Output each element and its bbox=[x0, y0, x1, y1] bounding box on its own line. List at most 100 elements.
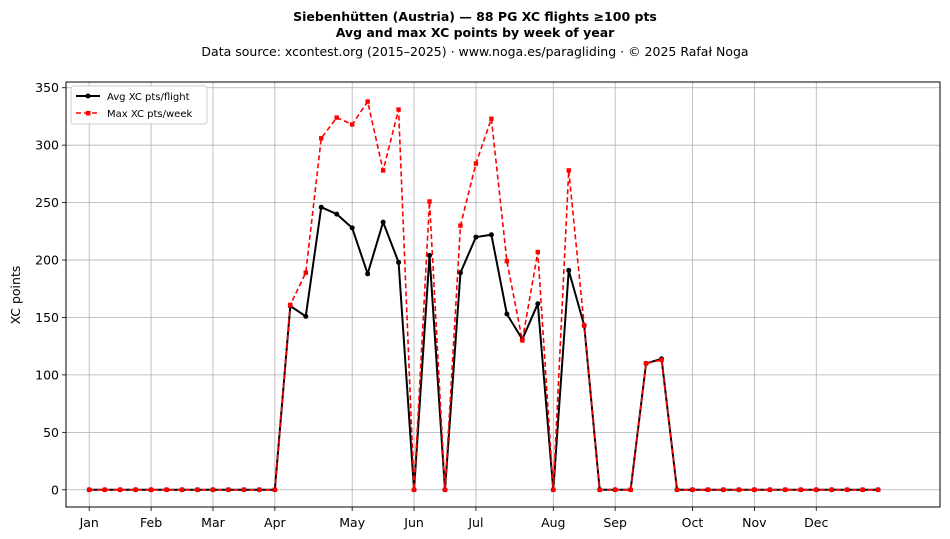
data-point-max bbox=[226, 487, 231, 492]
data-point-max bbox=[752, 487, 757, 492]
data-point-max bbox=[783, 487, 788, 492]
y-tick-label: 300 bbox=[35, 138, 59, 153]
data-point-max bbox=[380, 168, 386, 173]
x-tick-label: Jul bbox=[467, 515, 483, 530]
legend-marker-max bbox=[86, 111, 91, 116]
data-point-max bbox=[643, 361, 649, 366]
x-tick-label: Jun bbox=[403, 515, 424, 530]
data-point-max bbox=[628, 487, 633, 492]
y-tick-label: 350 bbox=[35, 80, 59, 95]
data-point-max bbox=[179, 487, 185, 492]
y-tick-label: 0 bbox=[51, 482, 59, 497]
legend-marker-avg bbox=[85, 93, 91, 99]
data-point-max bbox=[736, 487, 742, 492]
x-tick-label: Feb bbox=[140, 515, 162, 530]
data-point-avg bbox=[380, 219, 386, 225]
x-tick-label: Aug bbox=[541, 515, 565, 530]
y-tick-label: 200 bbox=[35, 253, 59, 268]
data-point-avg bbox=[457, 270, 463, 276]
data-point-avg bbox=[566, 267, 572, 273]
series-line-max bbox=[89, 100, 879, 491]
x-tick-label: Dec bbox=[804, 515, 828, 530]
data-point-max bbox=[582, 323, 587, 328]
data-point-max bbox=[659, 357, 664, 363]
data-point-max bbox=[767, 487, 773, 492]
series-line-avg bbox=[89, 206, 879, 491]
data-point-max bbox=[566, 168, 571, 173]
legend-label-max: Max XC pts/week bbox=[107, 109, 192, 120]
chart-subtitle: Avg and max XC points by week of year bbox=[336, 25, 615, 40]
axis-ticks: 0 50 100 150 200 250 300 350 Jan Feb Mar Apr May Jun J… bbox=[35, 80, 828, 530]
x-tick-label: Jan bbox=[79, 515, 99, 530]
data-point-max bbox=[117, 487, 123, 492]
x-tick-label: Apr bbox=[264, 515, 286, 530]
data-point-max bbox=[690, 487, 695, 492]
data-point-max bbox=[148, 487, 154, 492]
x-tick-label: Mar bbox=[201, 515, 225, 530]
data-point-max bbox=[272, 487, 278, 492]
data-point-avg bbox=[349, 225, 355, 231]
data-point-max bbox=[721, 487, 726, 492]
data-point-max bbox=[860, 487, 865, 492]
data-point-max bbox=[551, 487, 556, 492]
data-point-avg bbox=[334, 211, 340, 217]
data-point-avg bbox=[318, 204, 324, 210]
data-point-avg bbox=[303, 313, 309, 319]
plot-frame bbox=[65, 81, 941, 508]
data-point-max bbox=[473, 161, 479, 166]
data-point-max bbox=[365, 99, 370, 104]
legend-box bbox=[70, 85, 208, 125]
chart-title: Siebenhütten (Austria) — 88 PG XC flight… bbox=[293, 9, 657, 24]
data-point-avg bbox=[535, 301, 541, 307]
data-point-max bbox=[349, 122, 355, 127]
data-point-avg bbox=[365, 271, 371, 277]
data-point-max bbox=[257, 487, 262, 492]
x-tick-label: Oct bbox=[682, 515, 704, 530]
data-point-max bbox=[814, 487, 819, 492]
data-point-avg bbox=[396, 259, 402, 265]
data-point-max bbox=[705, 487, 711, 492]
data-point-avg bbox=[504, 311, 510, 317]
data-point-max bbox=[844, 487, 850, 492]
data-point-max bbox=[288, 302, 293, 308]
data-point-avg bbox=[427, 252, 433, 258]
data-point-max bbox=[489, 116, 494, 121]
data-point-max bbox=[520, 338, 525, 343]
data-point-max bbox=[102, 487, 107, 492]
data-point-max bbox=[334, 115, 339, 120]
data-point-max bbox=[597, 487, 602, 492]
data-point-avg bbox=[488, 232, 494, 238]
data-point-max bbox=[458, 223, 463, 228]
data-point-max bbox=[535, 249, 541, 255]
data-point-max bbox=[427, 199, 432, 204]
data-point-max bbox=[875, 487, 881, 492]
data-point-max bbox=[195, 487, 200, 492]
data-point-avg bbox=[473, 234, 479, 240]
data-point-max bbox=[303, 270, 308, 275]
x-tick-label: Sep bbox=[603, 515, 627, 530]
data-point-max bbox=[164, 487, 169, 492]
data-point-max bbox=[319, 136, 324, 141]
data-point-max bbox=[829, 487, 834, 492]
y-tick-label: 100 bbox=[35, 367, 59, 382]
legend: Avg XC pts/flight Max XC pts/week bbox=[70, 85, 208, 125]
chart-caption: Data source: xcontest.org (2015–2025) · … bbox=[201, 44, 748, 59]
data-point-max bbox=[798, 487, 803, 492]
series-layer bbox=[86, 99, 881, 493]
y-tick-label: 50 bbox=[43, 425, 59, 440]
legend-label-avg: Avg XC pts/flight bbox=[107, 92, 190, 103]
data-point-max bbox=[210, 487, 216, 492]
data-point-max bbox=[674, 487, 680, 492]
data-point-max bbox=[442, 487, 448, 492]
data-point-max bbox=[241, 487, 247, 492]
grid bbox=[66, 82, 940, 507]
y-tick-label: 150 bbox=[35, 310, 59, 325]
x-tick-label: Nov bbox=[742, 515, 767, 530]
data-point-max bbox=[612, 487, 618, 492]
data-point-max bbox=[411, 487, 417, 492]
data-point-max bbox=[396, 107, 401, 112]
data-point-max bbox=[133, 487, 138, 492]
data-point-max bbox=[87, 487, 92, 492]
data-point-max bbox=[504, 258, 510, 264]
